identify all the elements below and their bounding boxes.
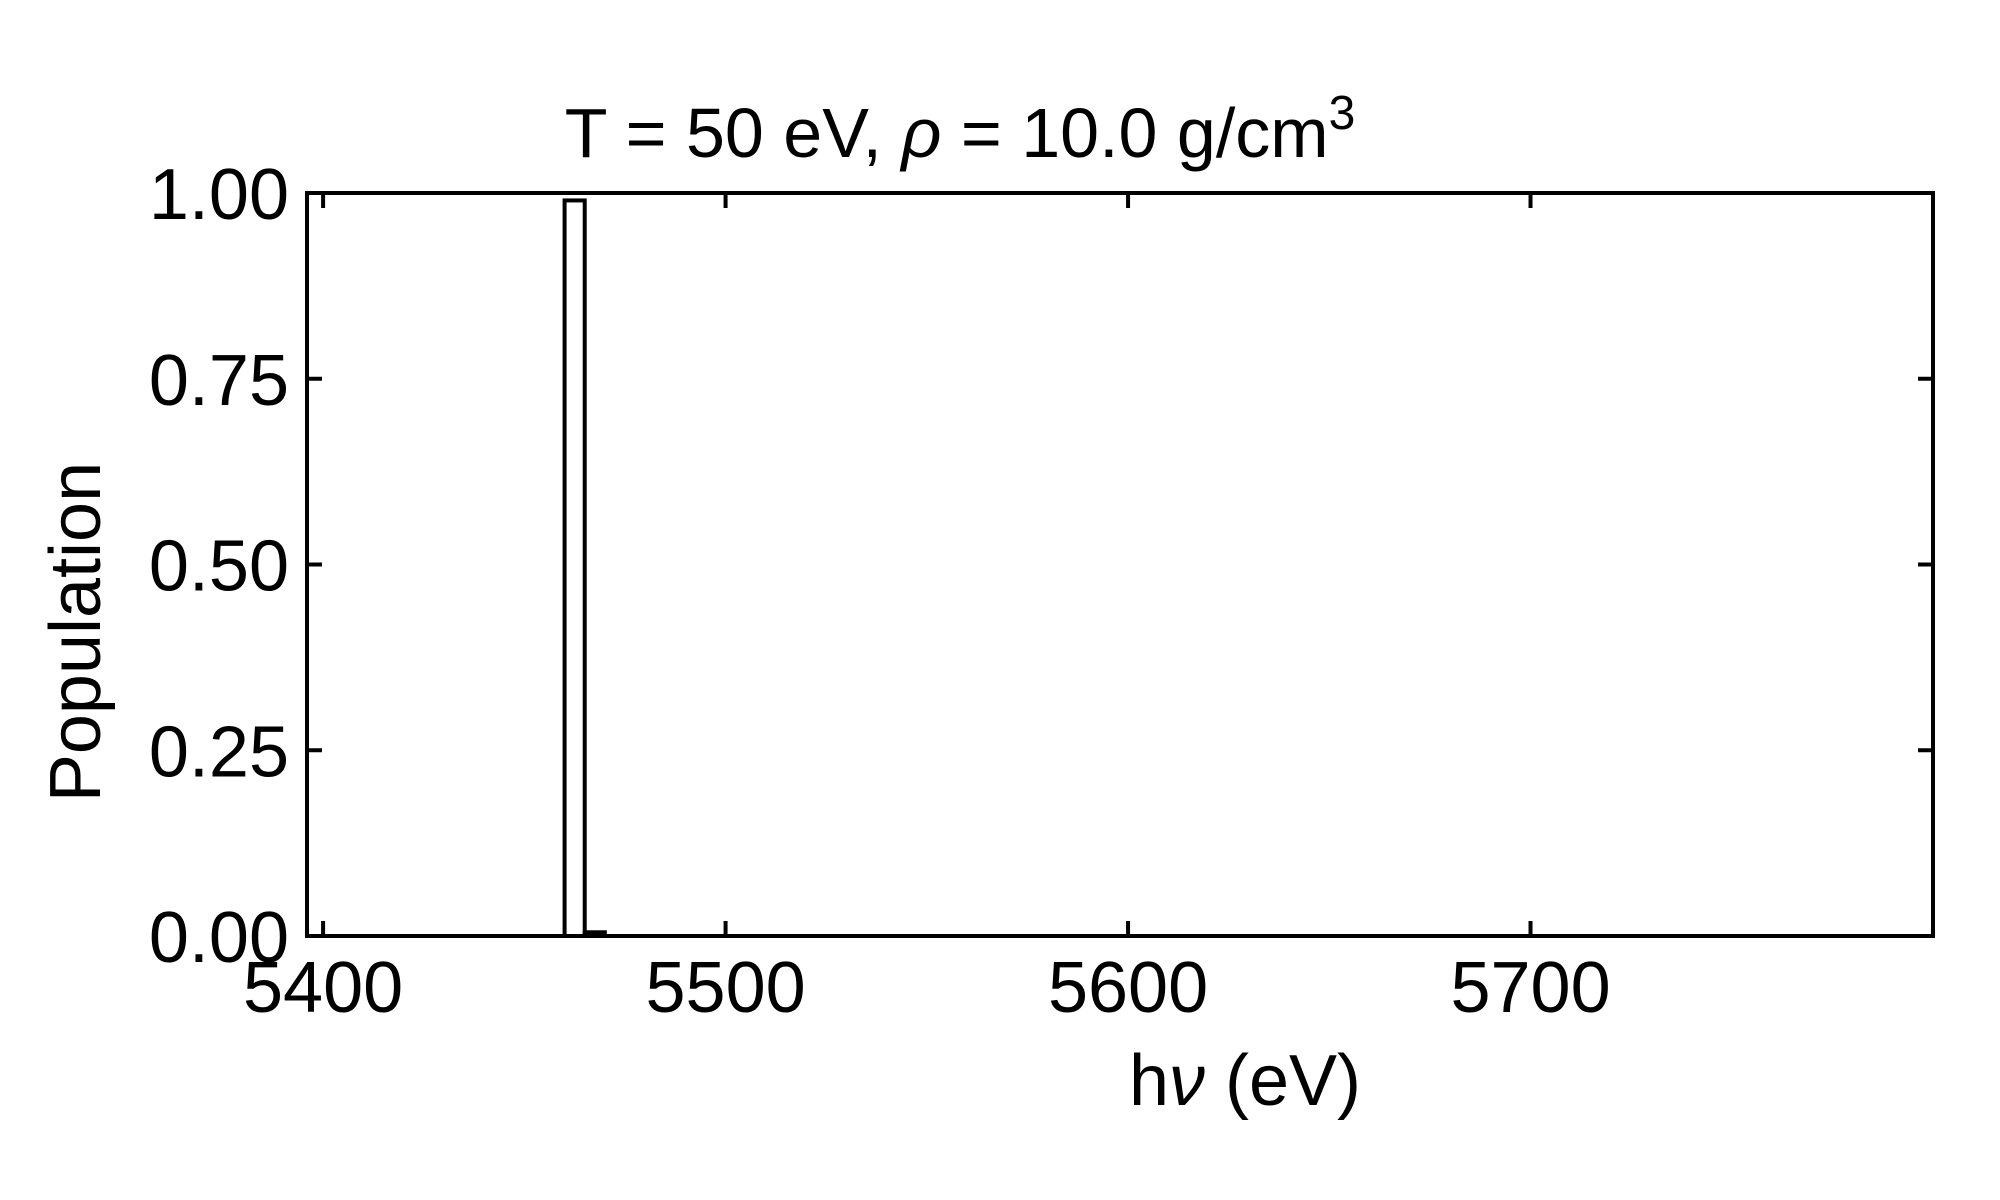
chart-title: T = 50 eV, ρ = 10.0 g/cm3 bbox=[565, 87, 1356, 172]
x-tick-label-0: 5400 bbox=[243, 948, 403, 1028]
x-axis-label: hν (eV) bbox=[1129, 1041, 1361, 1121]
xlabel-h: h bbox=[1129, 1041, 1169, 1121]
xlabel-nu-symbol: ν bbox=[1169, 1041, 1205, 1121]
x-tick-label-2: 5600 bbox=[1048, 948, 1208, 1028]
y-tick-label-0: 0.00 bbox=[149, 898, 289, 978]
axis-ticks bbox=[307, 191, 1933, 938]
plot-frame bbox=[305, 191, 1935, 938]
y-tick-label-3: 0.75 bbox=[149, 341, 289, 421]
x-tick-label-1: 5500 bbox=[645, 948, 805, 1028]
title-rho-symbol: ρ bbox=[899, 94, 941, 172]
y-axis-label: Population bbox=[36, 462, 116, 802]
title-superscript: 3 bbox=[1329, 87, 1356, 140]
histogram-bars bbox=[562, 198, 607, 938]
xlabel-unit: (eV) bbox=[1205, 1041, 1361, 1121]
y-tick-label-1: 0.25 bbox=[149, 712, 289, 792]
histogram-bar-0 bbox=[562, 198, 587, 938]
x-tick-label-3: 5700 bbox=[1450, 948, 1610, 1028]
tick-labels: 5400 5500 5600 5700 0.00 0.25 0.50 0.75 1.00 bbox=[149, 155, 1611, 1028]
title-suffix: = 10.0 g/cm bbox=[941, 94, 1328, 172]
title-prefix: T = 50 eV, bbox=[565, 94, 902, 172]
y-tick-label-4: 1.00 bbox=[149, 155, 289, 235]
y-tick-label-2: 0.50 bbox=[149, 527, 289, 607]
